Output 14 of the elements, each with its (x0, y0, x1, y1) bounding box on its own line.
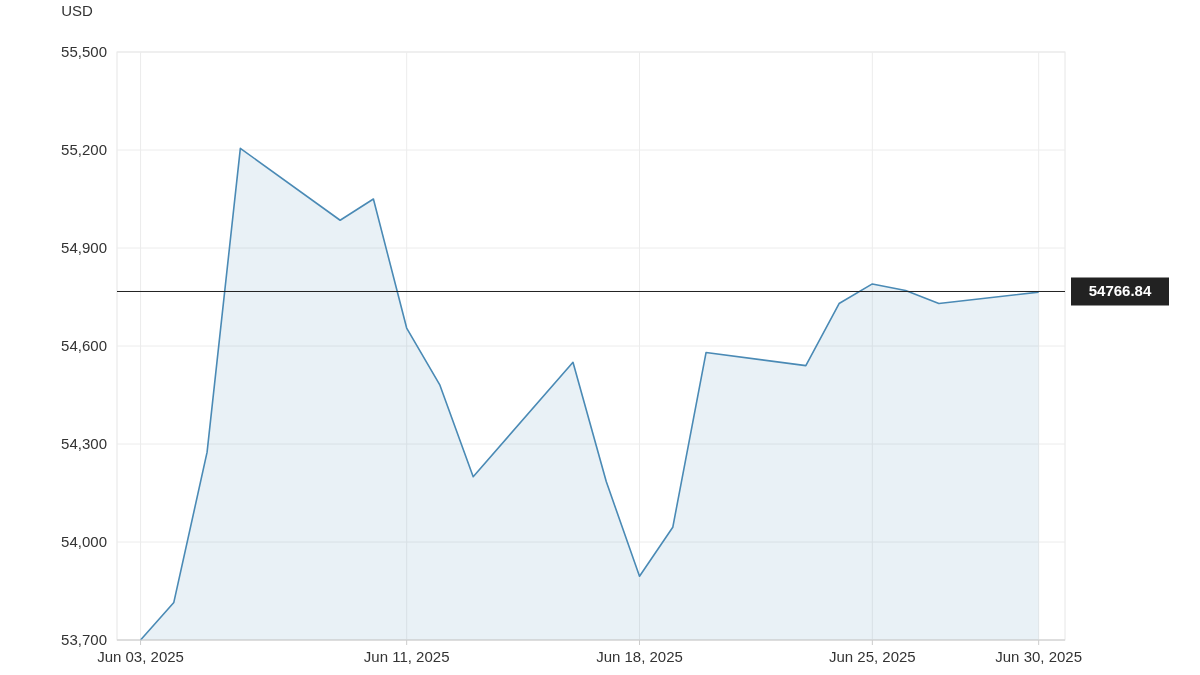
y-tick-label: 54,000 (61, 533, 107, 550)
x-tick-label: Jun 03, 2025 (97, 648, 184, 665)
y-tick-label: 54,300 (61, 435, 107, 452)
x-tick-label: Jun 11, 2025 (363, 648, 450, 665)
y-tick-label: 55,500 (61, 43, 107, 60)
y-tick-label: 54,900 (61, 239, 107, 256)
x-tick-label: Jun 25, 2025 (828, 648, 916, 665)
y-tick-label: 55,200 (61, 141, 107, 158)
x-tick-label: Jun 30, 2025 (995, 648, 1083, 665)
y-axis-title: USD (61, 2, 93, 19)
y-tick-label: 54,600 (61, 337, 107, 354)
x-tick-label: Jun 18, 2025 (596, 648, 683, 665)
y-tick-label: 53,700 (61, 631, 107, 648)
ref-line-label: 54766.84 (1088, 282, 1152, 300)
